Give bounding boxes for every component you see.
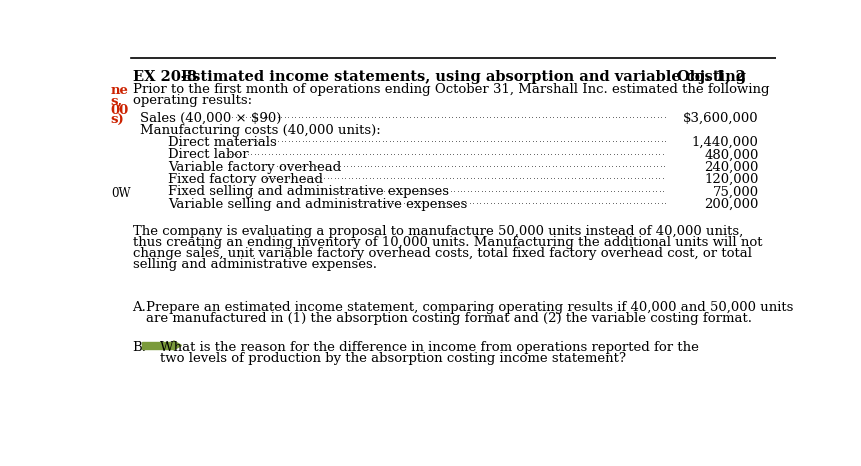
- Text: A.: A.: [133, 301, 146, 314]
- Text: $3,600,000: $3,600,000: [682, 111, 758, 124]
- Text: Variable factory overhead: Variable factory overhead: [168, 161, 345, 174]
- Polygon shape: [173, 341, 181, 350]
- Text: s): s): [111, 115, 125, 127]
- Text: The company is evaluating a proposal to manufacture 50,000 units instead of 40,0: The company is evaluating a proposal to …: [133, 226, 742, 238]
- Text: What is the reason for the difference in income from operations reported for the: What is the reason for the difference in…: [160, 341, 698, 354]
- Text: thus creating an ending inventory of 10,000 units. Manufacturing the additional : thus creating an ending inventory of 10,…: [133, 236, 761, 249]
- Text: Estimated income statements, using absorption and variable costing: Estimated income statements, using absor…: [181, 70, 746, 84]
- Text: Prepare an estimated income statement, comparing operating results if 40,000 and: Prepare an estimated income statement, c…: [146, 301, 793, 314]
- Text: Prior to the first month of operations ending October 31, Marshall Inc. estimate: Prior to the first month of operations e…: [133, 83, 768, 96]
- Text: 200,000: 200,000: [703, 198, 758, 211]
- Text: 75,000: 75,000: [712, 185, 758, 198]
- Text: s,: s,: [111, 95, 123, 108]
- Text: Direct materials: Direct materials: [168, 136, 276, 149]
- Text: change sales, unit variable factory overhead costs, total fixed factory overhead: change sales, unit variable factory over…: [133, 247, 751, 260]
- Text: 0W: 0W: [111, 187, 130, 200]
- Text: B.: B.: [133, 341, 146, 354]
- Text: 1,440,000: 1,440,000: [691, 136, 758, 149]
- Text: Direct labor: Direct labor: [168, 148, 249, 161]
- Text: 480,000: 480,000: [703, 148, 758, 161]
- Text: 240,000: 240,000: [703, 161, 758, 174]
- Text: are manufactured in (1) the absorption costing format and (2) the variable costi: are manufactured in (1) the absorption c…: [146, 312, 752, 324]
- Text: ne: ne: [111, 84, 128, 97]
- Text: operating results:: operating results:: [133, 94, 251, 107]
- Text: Obj. 1, 2: Obj. 1, 2: [677, 70, 746, 84]
- Bar: [142, 342, 173, 350]
- Text: Manufacturing costs (40,000 units):: Manufacturing costs (40,000 units):: [140, 123, 381, 137]
- Text: Fixed selling and administrative expenses: Fixed selling and administrative expense…: [168, 185, 449, 198]
- Text: Sales (40,000 × $90): Sales (40,000 × $90): [140, 111, 286, 124]
- Text: 00: 00: [111, 104, 129, 117]
- Text: Fixed factory overhead: Fixed factory overhead: [168, 173, 327, 186]
- Text: two levels of production by the absorption costing income statement?: two levels of production by the absorpti…: [160, 352, 626, 364]
- Text: selling and administrative expenses.: selling and administrative expenses.: [133, 258, 376, 271]
- Text: EX 20-8: EX 20-8: [133, 70, 196, 84]
- Text: 120,000: 120,000: [703, 173, 758, 186]
- Text: Variable selling and administrative expenses: Variable selling and administrative expe…: [168, 198, 467, 211]
